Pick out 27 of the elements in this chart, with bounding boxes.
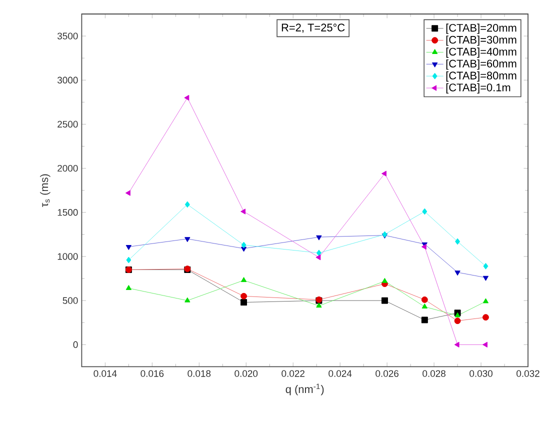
legend-label: [CTAB]=30mm [446,36,516,46]
annotation: R=2, T=25°C [282,24,345,33]
y-tick-label: 3500 [57,32,78,40]
x-tick-label: 0.032 [516,370,540,377]
x-tick-label: 0.024 [328,370,352,377]
y-tick-label: 2000 [58,164,78,172]
x-tick-label: 0.020 [234,370,258,377]
y-tick-label: 1500 [58,209,78,216]
x-axis-title: q (nm$^{-1}$) [286,384,324,396]
x-tick-label: 0.014 [94,370,117,377]
x-tick-label: 0.016 [140,370,164,377]
y-tick-label: 2500 [58,120,78,128]
x-tick-label: 0.028 [422,370,446,377]
y-tick-label: 3000 [57,76,78,84]
x-tick-label: 0.022 [282,370,304,377]
legend-label: [CTAB]=0.1m [446,83,510,94]
legend-label: [CTAB]=20mm [446,24,516,34]
y-tick-label: 500 [62,297,78,304]
legend-label: [CTAB]=80mm [446,71,516,82]
x-tick-label: 0.018 [188,370,211,377]
x-tick-label: 0.026 [376,370,398,377]
y-axis-title: τ$_{s}$ (ms) [40,174,50,207]
legend-label: [CTAB]=40mm [446,48,516,58]
legend-label: [CTAB]=60mm [446,59,516,70]
x-tick-label: 0.030 [470,370,492,377]
y-tick-label: 1000 [58,253,78,260]
y-tick-label: 0 [73,341,78,348]
